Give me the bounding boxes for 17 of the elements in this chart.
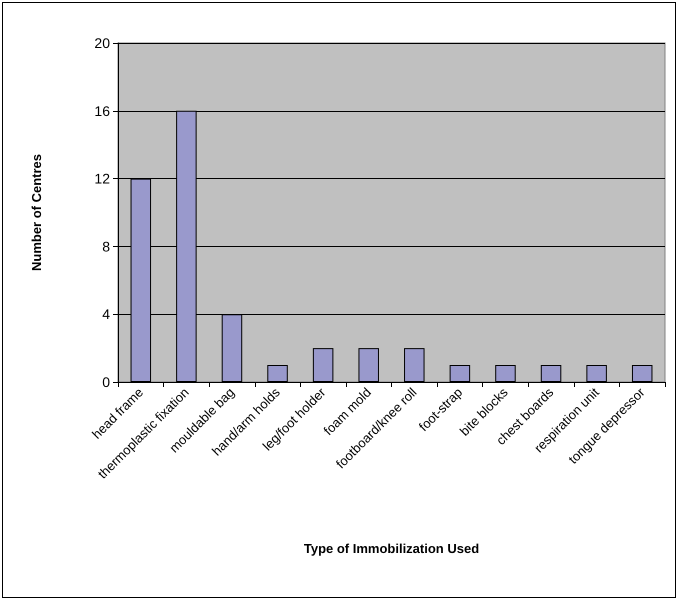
bar bbox=[312, 348, 334, 382]
y-axis-title: Number of Centres bbox=[29, 154, 44, 272]
bar bbox=[540, 365, 562, 382]
y-tick-label: 8 bbox=[102, 238, 110, 254]
bar bbox=[267, 365, 288, 382]
bar bbox=[450, 365, 470, 382]
bar bbox=[632, 365, 652, 382]
y-tick-label: 12 bbox=[94, 170, 110, 187]
bar bbox=[358, 348, 379, 382]
bar bbox=[495, 365, 516, 382]
y-tick-label: 20 bbox=[94, 35, 110, 51]
bar bbox=[586, 365, 607, 382]
y-tick-label: 0 bbox=[102, 374, 110, 390]
y-tick-label: 16 bbox=[94, 102, 110, 119]
x-axis-title: Type of Immobilization Used bbox=[304, 541, 480, 556]
bar bbox=[404, 348, 425, 382]
y-tick-label: 4 bbox=[102, 306, 110, 322]
